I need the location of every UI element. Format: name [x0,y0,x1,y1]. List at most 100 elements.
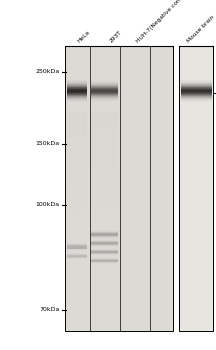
Bar [91,91,118,92]
Bar [181,95,212,96]
Bar [67,195,87,197]
Bar [67,153,87,155]
Bar [91,205,118,206]
Bar [65,46,173,331]
Bar [91,101,118,102]
Bar [91,120,118,121]
Text: 150kDa: 150kDa [35,141,59,146]
Bar [91,126,118,128]
Bar [67,237,87,238]
Bar [91,222,118,224]
Bar [67,98,87,99]
Bar [67,85,87,86]
Bar [67,129,87,131]
Bar [67,87,87,88]
Bar [91,217,118,219]
Bar [67,88,87,89]
Bar [67,150,87,151]
Bar [91,156,118,158]
Bar [181,97,212,98]
Bar [91,229,118,230]
Bar [67,113,87,115]
Bar [67,159,87,161]
Bar [91,118,118,120]
Bar [181,81,212,82]
Bar [67,91,87,92]
Bar [91,129,118,131]
Bar [91,134,118,135]
Bar [91,188,118,189]
Bar [67,125,87,126]
Bar [91,128,118,129]
Bar [67,199,87,200]
Bar [91,174,118,175]
Bar [67,188,87,189]
Bar [91,193,118,194]
Bar [91,164,118,166]
Bar [91,98,118,99]
Bar [91,93,118,94]
Bar [91,225,118,227]
Bar [181,90,212,91]
Bar [181,88,212,89]
Bar [67,189,87,191]
Bar [67,82,87,83]
Bar [67,97,87,98]
Bar [67,235,87,237]
Bar [67,208,87,210]
Bar [91,175,118,176]
Bar [91,94,118,95]
Bar [91,151,118,153]
Bar [91,139,118,140]
Bar [91,227,118,229]
Bar [91,232,118,233]
Bar [91,183,118,184]
Bar [67,184,87,186]
Bar [67,123,87,125]
Bar [91,159,118,161]
Bar [67,213,87,214]
Bar [67,200,87,202]
Bar [91,96,118,97]
Bar [91,191,118,192]
Bar [67,169,87,170]
Bar [91,200,118,202]
Bar [91,186,118,188]
Bar [67,102,87,103]
Bar [67,222,87,224]
Bar [181,82,212,83]
Bar [67,86,87,87]
Bar [67,93,87,94]
Bar [181,80,212,81]
Bar [91,208,118,210]
Bar [67,137,87,139]
Bar [67,96,87,97]
Bar [67,181,87,183]
Bar [91,181,118,183]
Text: 250kDa: 250kDa [35,69,59,74]
Bar [179,46,213,331]
Bar [67,180,87,181]
Bar [67,177,87,178]
Bar [67,205,87,206]
Bar [67,232,87,233]
Bar [91,172,118,174]
Bar [91,137,118,139]
Bar [181,98,212,99]
Bar [91,125,118,126]
Bar [181,85,212,86]
Bar [91,155,118,156]
Bar [67,94,87,95]
Bar [91,237,118,238]
Bar [91,89,118,90]
Bar [91,83,118,84]
Bar [91,170,118,172]
Bar [91,194,118,195]
Bar [91,177,118,178]
Bar [91,95,118,96]
Bar [91,153,118,155]
Bar [67,233,87,235]
Bar [91,87,118,88]
Bar [91,210,118,211]
Bar [67,164,87,166]
